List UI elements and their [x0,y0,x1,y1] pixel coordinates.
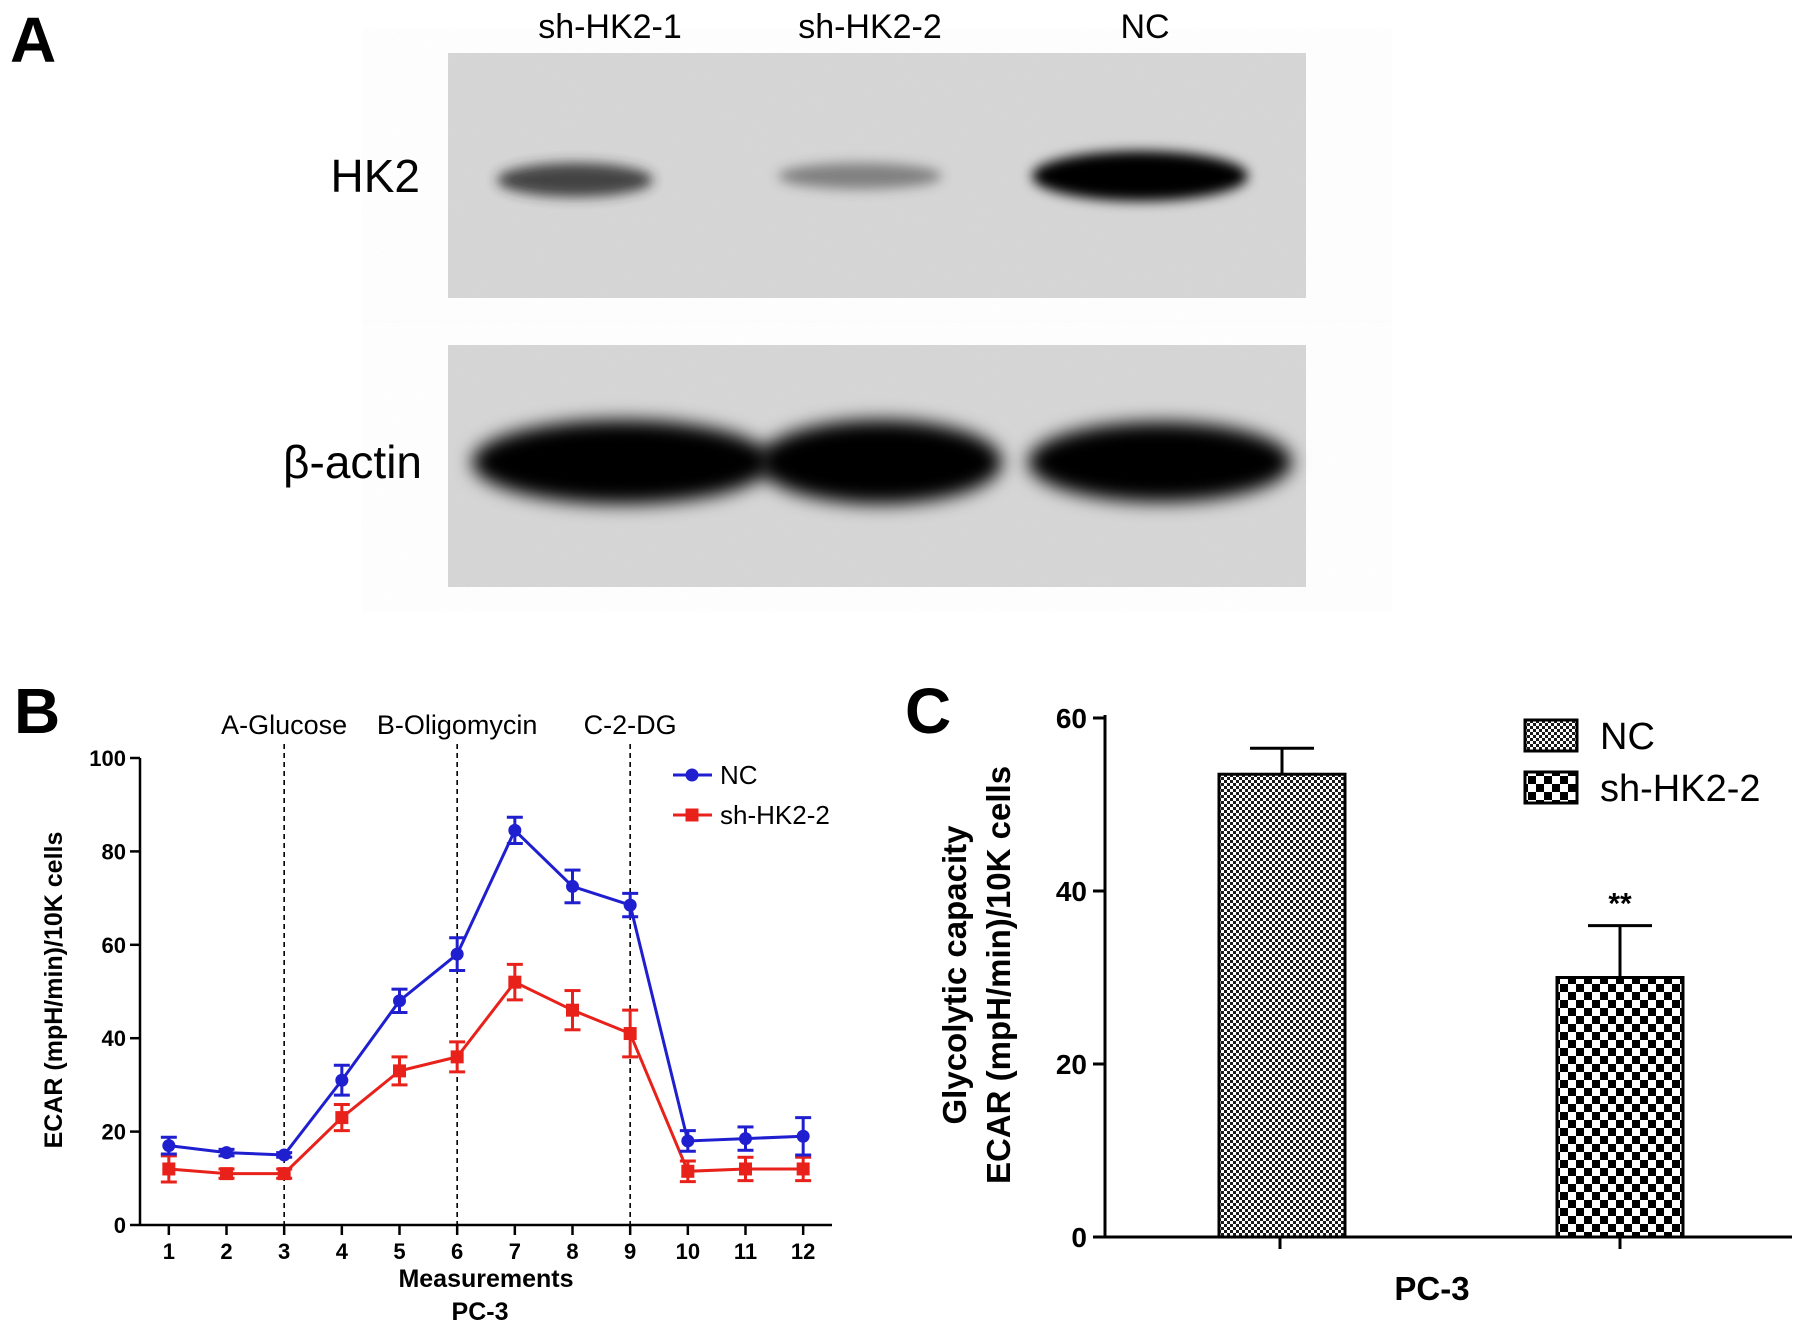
lane-label-nc: NC [1120,8,1169,46]
x-tick-label: 3 [278,1239,290,1264]
y-tick-label: 20 [1056,1049,1087,1080]
y-axis-title-line2: ECAR (mpH/min)/10K cells [980,766,1017,1184]
series-line [168,980,804,1176]
legend-label: sh-HK2-2 [720,800,830,830]
x-tick-label: 6 [451,1239,463,1264]
x-tick-label: 1 [163,1239,175,1264]
lane-label-sh-hk2-2: sh-HK2-2 [798,8,942,46]
band-actin-sh-hk2-2 [758,420,1002,504]
legend-label: NC [720,760,758,790]
y-tick-label: 0 [114,1213,126,1238]
data-point [681,1164,695,1178]
series-group [160,815,812,1184]
band-actin-nc [1028,422,1292,502]
data-point [508,823,522,837]
series-nc [160,815,812,1162]
x-axis-title: Measurements [398,1265,573,1293]
bars: ** [1217,746,1685,1249]
y-tick-label: 60 [102,933,126,958]
significance-marker: ** [1608,888,1632,921]
data-point [739,1132,752,1146]
y-tick-label: 0 [1071,1222,1087,1253]
data-point [623,898,637,912]
x-tick-label: 7 [509,1239,521,1264]
condition-label: A-Glucose [221,710,347,740]
data-point [623,1027,637,1041]
data-point [796,1129,810,1143]
blot-hk2 [448,53,1306,298]
legend-swatch [1523,718,1579,753]
blot-row-label-hk2: HK2 [331,150,420,202]
legend: NC sh-HK2-2 [1523,716,1761,810]
x-tick-label: 2 [220,1239,232,1264]
data-point [162,1162,176,1176]
x-tick-label: 9 [624,1239,636,1264]
x-tick-label: 5 [393,1239,405,1264]
legend-label: sh-HK2-2 [1600,768,1761,810]
band-hk2-sh-hk2-1 [497,163,653,197]
x-tick-label: 11 [734,1239,757,1264]
bar-chart: 0 20 40 60 ** NC sh-HK2-2 Glycolytic capacit… [936,703,1792,1307]
data-point [277,1148,291,1162]
data-point [162,1139,176,1153]
legend-marker [685,808,699,822]
data-point [796,1162,810,1176]
legend-swatch [1523,770,1579,805]
data-point [220,1146,233,1160]
band-hk2-nc [1032,151,1248,201]
y-ticks: 0 20 40 60 [1056,703,1105,1253]
data-point [508,975,522,989]
legend-marker [685,768,699,782]
data-point [393,994,406,1008]
condition-label: C-2-DG [584,710,677,740]
data-point [220,1167,233,1181]
panel-c-letter: C [905,675,951,747]
blot-row-label-beta-actin: β-actin [283,436,422,488]
x-tick-label: 4 [336,1239,349,1264]
x-tick-label: 12 [791,1239,815,1264]
band-hk2-sh-hk2-2 [778,163,942,189]
y-axis-title-line1: Glycolytic capacity [936,825,973,1125]
bar-nc [1217,772,1347,1239]
x-ticks: 1 2 3 4 5 6 7 8 9 10 11 12 [163,1225,815,1264]
condition-label: B-Oligomycin [377,710,538,740]
x-tick-label: 8 [566,1239,578,1264]
y-tick-label: 40 [102,1026,126,1051]
lane-label-sh-hk2-1: sh-HK2-1 [538,8,682,46]
data-point [450,947,464,961]
bar-sh-hk2-2 [1555,976,1685,1239]
y-tick-label: 60 [1056,703,1087,734]
data-point [681,1134,695,1148]
x-axis-title: PC-3 [1394,1270,1469,1307]
legend: NC sh-HK2-2 [673,760,830,830]
data-point [566,879,579,893]
y-tick-label: 100 [89,746,126,771]
y-axis-title: ECAR (mpH/min)/10K cells [40,832,68,1149]
y-tick-label: 80 [102,839,126,864]
data-point [393,1064,406,1078]
data-point [335,1111,349,1125]
y-tick-label: 40 [1056,876,1087,907]
panel-b-letter: B [14,675,60,747]
y-tick-label: 20 [102,1120,126,1145]
y-ticks: 0 20 40 60 80 100 [89,746,140,1238]
series-sh-hk2-2 [160,962,812,1184]
series-line [168,827,804,1157]
x-tick-label: 10 [676,1239,700,1264]
band-actin-sh-hk2-1 [472,420,772,504]
data-point [277,1167,291,1181]
condition-lines: A-Glucose B-Oligomycin C-2-DG [221,710,677,1225]
panel-a-letter: A [10,4,56,76]
data-point [739,1162,752,1176]
blot-beta-actin [448,345,1306,587]
data-point [566,1003,579,1017]
data-point [450,1050,464,1064]
legend-label: NC [1600,716,1655,758]
x-axis-subtitle: PC-3 [452,1298,509,1326]
data-point [335,1073,349,1087]
